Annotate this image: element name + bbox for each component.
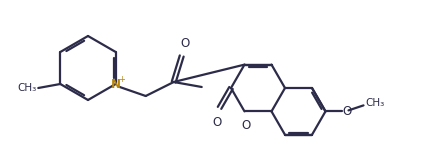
Text: O: O	[241, 119, 250, 132]
Text: N: N	[111, 77, 121, 90]
Text: CH₃: CH₃	[17, 83, 36, 93]
Text: +: +	[118, 76, 124, 85]
Text: CH₃: CH₃	[365, 98, 385, 108]
Text: O: O	[343, 105, 352, 118]
Text: O: O	[180, 37, 189, 50]
Text: O: O	[212, 116, 221, 129]
